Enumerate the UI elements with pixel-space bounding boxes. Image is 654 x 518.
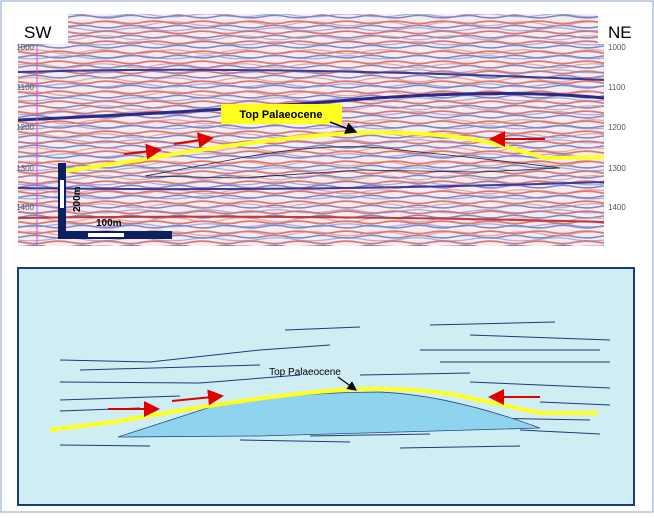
depth-label: 1100 [608, 83, 626, 92]
direction-label: NE [608, 23, 632, 42]
interpretation-panel: Top Palaeocene [18, 268, 634, 505]
depth-label: 1300 [16, 164, 34, 173]
depth-label: 1200 [16, 123, 34, 132]
figure: Top Palaeocene SW NE 200m 100m 1000 1100 1… [0, 0, 654, 513]
seismic-texture [18, 14, 604, 246]
depth-label: 1400 [16, 203, 34, 212]
scale-label: 200m [72, 186, 83, 212]
depth-label: 1000 [608, 43, 626, 52]
panel-background [18, 268, 634, 505]
depth-label: 1100 [17, 83, 35, 92]
depth-label: 1400 [608, 203, 626, 212]
scale-label: 100m [96, 218, 122, 229]
scale-bar [88, 233, 124, 237]
scale-bar [60, 180, 64, 208]
seismic-panel: Top Palaeocene SW NE 200m 100m 1000 1100 1… [16, 14, 642, 246]
depth-label: 1000 [16, 43, 34, 52]
depth-label: 1200 [608, 123, 626, 132]
horizon-label: Top Palaeocene [269, 367, 341, 378]
horizon-label: Top Palaeocene [240, 109, 323, 121]
depth-label: 1300 [608, 164, 626, 173]
direction-label: SW [24, 23, 51, 42]
